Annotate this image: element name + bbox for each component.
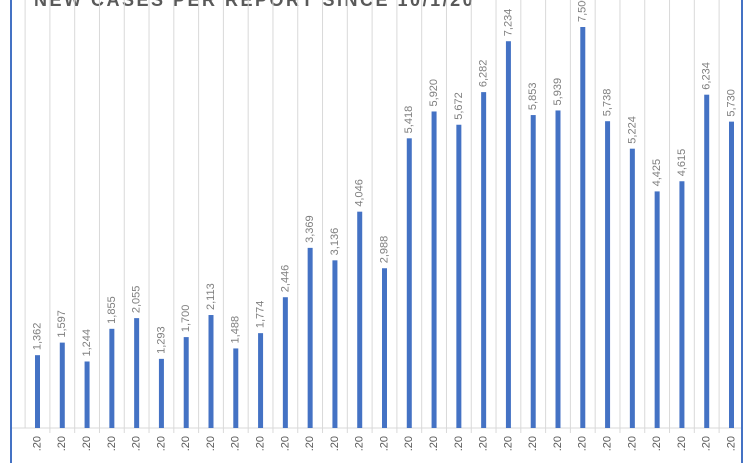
value-label: 2,113 xyxy=(205,283,217,310)
value-label: 1,597 xyxy=(56,310,68,338)
value-label: 5,672 xyxy=(453,92,465,120)
bar xyxy=(555,110,561,429)
x-tick-label: .20 xyxy=(131,436,143,451)
bar xyxy=(605,121,611,429)
bar xyxy=(307,247,313,428)
bar xyxy=(134,318,140,428)
x-tick-label: .20 xyxy=(626,436,638,451)
bar xyxy=(580,27,586,428)
x-tick-label: .20 xyxy=(81,436,93,451)
value-label: 4,425 xyxy=(651,159,663,187)
bar xyxy=(481,92,487,428)
bar xyxy=(59,342,65,428)
x-tick-label: .20 xyxy=(106,436,118,451)
value-label: 6,234 xyxy=(701,62,713,90)
x-tick-label: .20 xyxy=(701,436,713,451)
x-tick-label: .20 xyxy=(230,436,242,451)
value-label: 2,446 xyxy=(279,265,291,293)
x-tick-label: .20 xyxy=(56,436,68,451)
bar xyxy=(282,297,288,428)
x-tick-label: .20 xyxy=(478,436,490,451)
bar xyxy=(431,111,437,429)
bar xyxy=(629,148,635,429)
value-label: 3,369 xyxy=(304,215,316,243)
bar xyxy=(357,211,363,428)
value-label: 4,615 xyxy=(676,149,688,177)
value-label: 7,234 xyxy=(502,9,514,37)
x-tick-label: .20 xyxy=(304,436,316,451)
value-label: 5,730 xyxy=(725,89,737,117)
value-label: 1,362 xyxy=(31,323,43,351)
value-label: 1,774 xyxy=(254,301,266,329)
value-label: 1,855 xyxy=(106,296,118,324)
bar xyxy=(382,268,387,428)
x-tick-label: .20 xyxy=(279,436,291,451)
bar xyxy=(158,358,164,428)
value-label: 6,282 xyxy=(478,60,490,88)
x-tick-label: .20 xyxy=(31,436,43,451)
bar xyxy=(456,124,462,429)
value-label: 2,055 xyxy=(131,286,143,314)
value-label: 1,488 xyxy=(230,316,242,344)
chart-title: NEW CASES PER REPORT SINCE 10/1/20 xyxy=(34,0,475,10)
bar xyxy=(258,333,264,428)
x-tick-label: .20 xyxy=(329,436,341,451)
bar xyxy=(84,361,90,428)
x-tick-label: .20 xyxy=(676,436,688,451)
x-tick-label: .20 xyxy=(205,436,217,451)
x-tick-label: .20 xyxy=(155,436,167,451)
x-tick-label: .20 xyxy=(254,436,266,451)
x-tick-label: .20 xyxy=(725,436,737,451)
bar xyxy=(109,328,115,428)
x-tick-label: .20 xyxy=(552,436,564,451)
bar xyxy=(505,41,511,428)
value-label: 2,988 xyxy=(378,236,390,264)
x-tick-label: .20 xyxy=(502,436,514,451)
bar xyxy=(332,260,338,428)
x-tick-label: .20 xyxy=(527,436,539,451)
x-tick-label: .20 xyxy=(577,436,589,451)
x-tick-label: .20 xyxy=(180,436,192,451)
bar xyxy=(654,191,660,428)
x-tick-label: .20 xyxy=(453,436,465,451)
x-tick-label: .20 xyxy=(378,436,390,451)
value-label: 1,700 xyxy=(180,305,192,333)
value-label: 1,293 xyxy=(155,326,167,354)
bar xyxy=(679,181,685,428)
x-tick-label: .20 xyxy=(403,436,415,451)
bar xyxy=(406,138,412,428)
bar xyxy=(35,355,40,428)
bar xyxy=(530,115,536,428)
value-label: 5,224 xyxy=(626,116,638,144)
x-tick-label: .20 xyxy=(428,436,440,451)
bar xyxy=(704,94,710,429)
value-label: 5,738 xyxy=(601,89,613,117)
value-label: 5,418 xyxy=(403,106,415,134)
bar xyxy=(183,337,189,428)
value-label: 5,853 xyxy=(527,83,539,111)
x-tick-label: .20 xyxy=(354,436,366,451)
bar xyxy=(233,348,239,428)
value-label: 4,046 xyxy=(354,179,366,207)
value-label: 5,920 xyxy=(428,79,440,107)
x-tick-label: .20 xyxy=(601,436,613,451)
value-label: 5,939 xyxy=(552,78,564,106)
x-tick-label: .20 xyxy=(651,436,663,451)
value-label: 7,500 xyxy=(577,0,589,22)
bar xyxy=(729,121,734,429)
value-label: 1,244 xyxy=(81,329,93,357)
value-label: 3,136 xyxy=(329,228,341,256)
bar xyxy=(208,315,214,428)
